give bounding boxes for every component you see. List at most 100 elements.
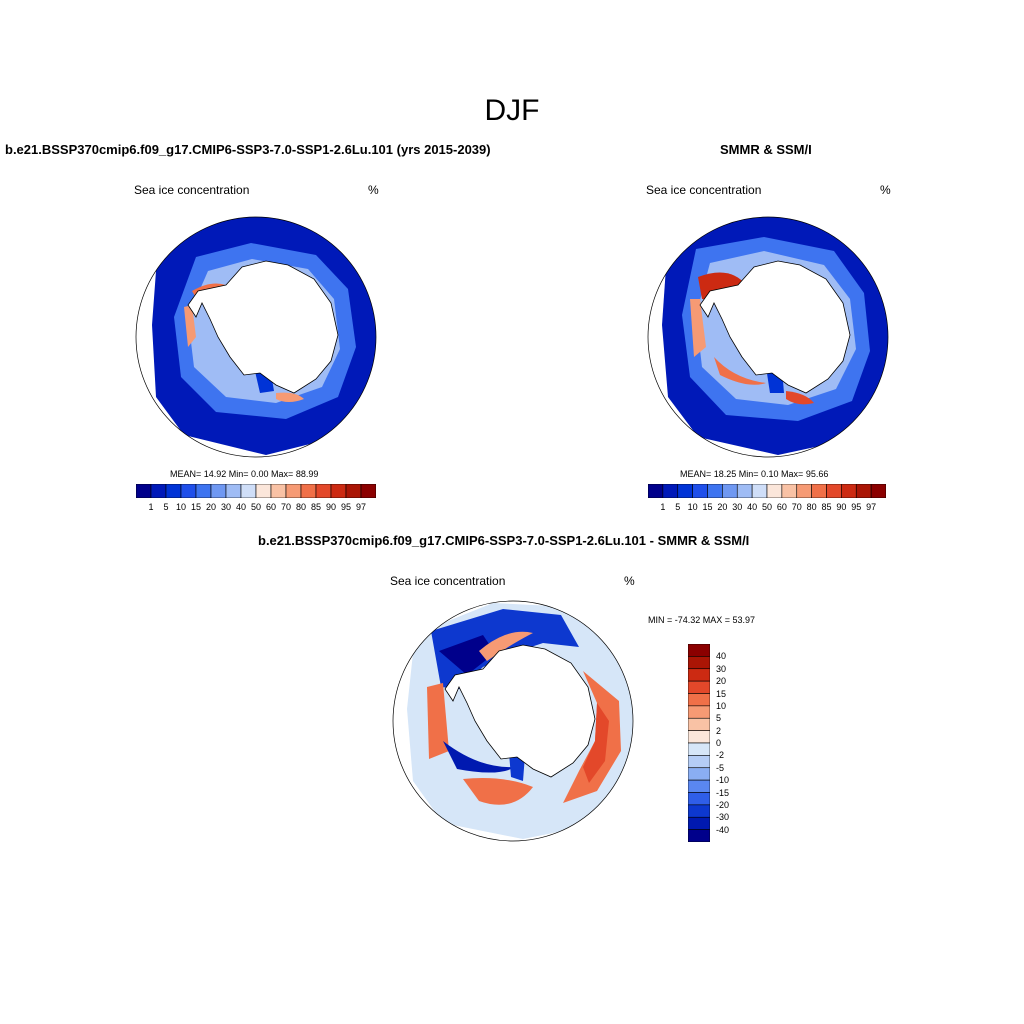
model-peninsula-red	[184, 305, 196, 347]
obs-colorbar-tick-label: 90	[836, 502, 847, 512]
obs-colorbar-box	[707, 484, 723, 498]
diff-colorbar-labels: 40 30 20 15 10 5 2 0 -2 -5 -10 -15 -20 -30 -40	[716, 644, 746, 842]
obs-colorbar-box	[722, 484, 738, 498]
diff-colorbar-tick-label: 20	[716, 676, 727, 687]
diff-colorbar-tick-label: -10	[716, 775, 730, 786]
obs-colorbar-tick-label: 1	[660, 502, 666, 512]
obs-colorbar-box	[826, 484, 842, 498]
diff-colorbar-tick-label: -5	[716, 762, 725, 773]
obs-colorbar-tick-label: 10	[687, 502, 698, 512]
diff-unit-label: %	[624, 574, 635, 588]
diff-colorbar-box	[688, 680, 710, 694]
diff-colorbar-tick-label: 40	[716, 651, 727, 662]
model-colorbar-box	[300, 484, 317, 498]
model-colorbar-box	[225, 484, 242, 498]
model-colorbar-labels: 1 5 10 15 20 30 40 50 60 70 80 85 90 95 97	[136, 502, 376, 514]
obs-colorbar-box	[766, 484, 783, 498]
diff-colorbar-box	[688, 717, 710, 731]
diff-colorbar-tick-label: 0	[716, 738, 722, 748]
diff-colorbar-tick-label: 2	[716, 725, 722, 736]
model-colorbar-tick-label: 85	[310, 502, 322, 512]
diff-colorbar-tick-label: -2	[716, 750, 725, 761]
model-antarctica-continent	[187, 260, 339, 394]
diff-map	[392, 600, 634, 842]
obs-colorbar-box	[855, 484, 872, 498]
diff-colorbar-box	[688, 829, 710, 842]
diff-colorbar-tick-label: -15	[716, 787, 730, 798]
model-colorbar-tick-label: 90	[325, 502, 337, 512]
obs-colorbar-box	[870, 484, 886, 498]
obs-ross-red	[786, 391, 814, 405]
model-map	[135, 216, 377, 458]
model-colorbar-box	[270, 484, 287, 498]
obs-colorbar-box	[736, 484, 753, 498]
obs-colorbar-labels: 1 5 10 15 20 30 40 50 60 70 80 85 90 95 97	[648, 502, 886, 514]
model-colorbar-tick-label: 20	[205, 502, 217, 512]
model-colorbar-tick-label: 30	[220, 502, 232, 512]
diff-variable-label: Sea ice concentration	[390, 574, 506, 588]
diff-colorbar-box	[688, 730, 710, 744]
diff-colorbar-tick-label: -40	[716, 824, 730, 835]
model-colorbar-tick-label: 95	[340, 502, 352, 512]
diff-colorbar-tick-label: -20	[716, 799, 730, 810]
obs-colorbar-box	[677, 484, 693, 498]
model-colorbar-box	[165, 484, 182, 498]
model-colorbar-box	[285, 484, 302, 498]
obs-peninsula-red	[690, 299, 706, 357]
obs-panel-title: SMMR & SSM/I	[720, 142, 812, 157]
model-colorbar-tick-label: 80	[295, 502, 307, 512]
obs-amundsen-red	[714, 357, 766, 385]
model-colorbar	[136, 484, 376, 498]
diff-colorbar-box	[688, 693, 710, 707]
obs-colorbar-tick-label: 60	[776, 502, 787, 512]
obs-colorbar-tick-label: 70	[791, 502, 802, 512]
model-colorbar-box	[210, 484, 227, 498]
obs-colorbar-box	[648, 484, 664, 498]
diff-weddell-red-arc	[479, 631, 533, 661]
model-variable-label: Sea ice concentration	[134, 183, 250, 197]
model-colorbar-box	[240, 484, 257, 498]
diff-panel-title: b.e21.BSSP370cmip6.f09_g17.CMIP6-SSP3-7.…	[258, 533, 750, 548]
model-colorbar-box	[330, 484, 347, 498]
model-colorbar-box	[150, 484, 167, 498]
diff-colorbar-box	[688, 792, 710, 806]
model-colorbar-tick-label: 10	[175, 502, 187, 512]
obs-colorbar-box	[751, 484, 768, 498]
diff-colorbar-tick-label: -30	[716, 812, 730, 823]
model-colorbar-tick-label: 15	[190, 502, 202, 512]
model-ross-red	[276, 392, 304, 402]
model-colorbar-box	[345, 484, 362, 498]
obs-colorbar-box	[781, 484, 798, 498]
diff-colorbar-box	[688, 779, 710, 793]
diff-peninsula-red	[427, 683, 449, 759]
obs-colorbar-tick-label: 80	[806, 502, 817, 512]
diff-colorbar-box	[688, 656, 710, 670]
diff-colorbar-box	[688, 767, 710, 781]
diff-colorbar-box	[688, 816, 710, 830]
obs-colorbar-tick-label: 40	[747, 502, 758, 512]
model-panel-title: b.e21.BSSP370cmip6.f09_g17.CMIP6-SSP3-7.…	[5, 142, 491, 157]
model-colorbar-tick-label: 97	[355, 502, 367, 512]
diff-east-red	[563, 671, 621, 803]
diff-colorbar-box	[688, 668, 710, 682]
obs-antarctica-continent	[699, 260, 851, 394]
obs-variable-label: Sea ice concentration	[646, 183, 762, 197]
obs-colorbar-tick-label: 30	[732, 502, 743, 512]
obs-colorbar-box	[841, 484, 857, 498]
diff-colorbar-box	[688, 755, 710, 769]
model-colorbar-box	[255, 484, 272, 498]
diff-colorbar-box	[688, 742, 710, 756]
model-colorbar-tick-label: 40	[235, 502, 247, 512]
obs-colorbar-tick-label: 95	[851, 502, 862, 512]
model-colorbar-box	[180, 484, 197, 498]
model-unit-label: %	[368, 183, 379, 197]
obs-colorbar-tick-label: 20	[717, 502, 728, 512]
obs-colorbar-tick-label: 15	[702, 502, 713, 512]
model-colorbar-tick-label: 60	[265, 502, 277, 512]
obs-colorbar-tick-label: 5	[675, 502, 681, 512]
diff-colorbar-box	[688, 644, 710, 657]
model-colorbar-box	[136, 484, 152, 498]
obs-colorbar-box	[662, 484, 679, 498]
obs-colorbar-box	[692, 484, 708, 498]
model-stats: MEAN= 14.92 Min= 0.00 Max= 88.99	[170, 469, 319, 479]
